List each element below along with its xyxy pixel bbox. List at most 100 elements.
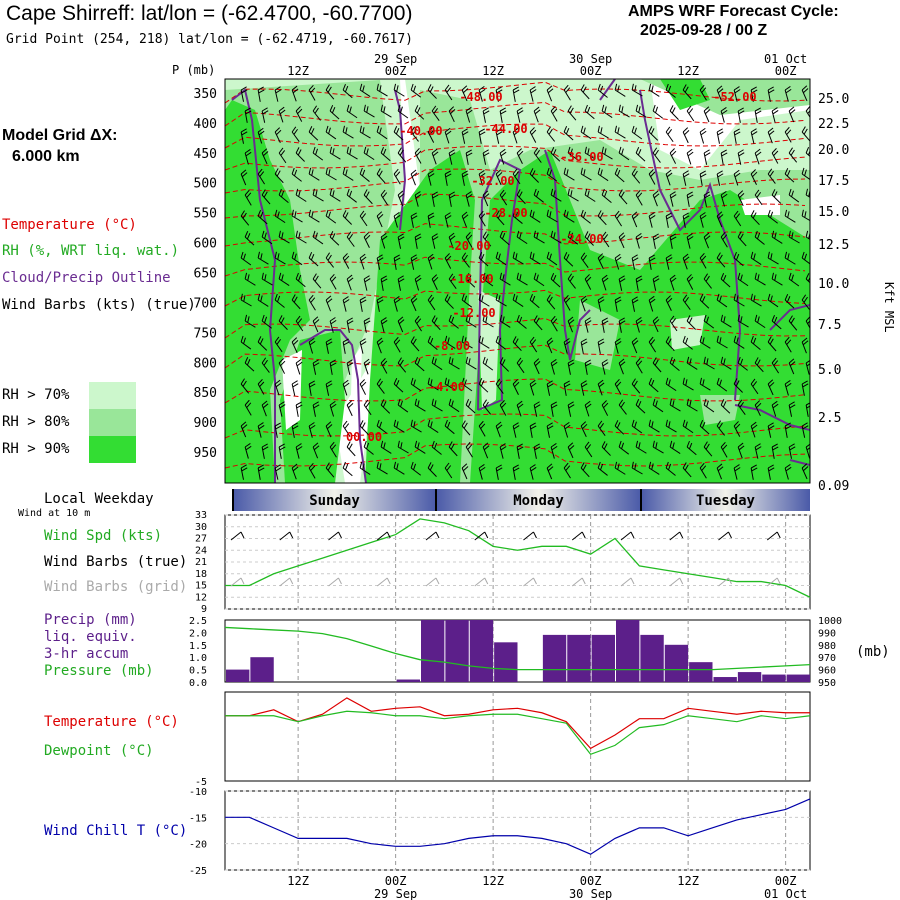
wind-barb — [601, 317, 609, 333]
wind-barb — [380, 317, 388, 333]
wind-barb — [431, 356, 443, 371]
wind-barb — [376, 125, 388, 140]
wind-barb — [512, 251, 524, 265]
wind-barb — [478, 464, 486, 480]
wind-barb — [448, 398, 460, 413]
wind-barb — [257, 168, 266, 185]
wind-barb — [788, 358, 796, 375]
wind-barb — [257, 251, 269, 265]
wind-barb — [652, 147, 661, 163]
wind-barb — [631, 254, 639, 270]
wind-barb — [444, 170, 452, 186]
wind-barb — [682, 377, 694, 391]
wind-barb — [631, 337, 639, 354]
precip-bar — [664, 644, 689, 682]
bottom-time-label: 12Z — [287, 874, 309, 888]
precip-tick-label: 1.5 — [189, 641, 207, 652]
wind-barb — [342, 296, 350, 312]
wind-barb — [495, 210, 505, 226]
wind-barb — [410, 461, 422, 476]
wind-barb — [563, 252, 574, 267]
wind-barb — [788, 230, 800, 244]
wind-barb — [801, 126, 810, 142]
wind-barb — [771, 443, 779, 459]
cloud-outline — [231, 79, 810, 483]
wind-barb — [448, 191, 456, 207]
wind-barb — [618, 317, 626, 333]
pressure-tick-label: 750 — [194, 326, 217, 341]
wind-barb — [584, 104, 595, 120]
wind-barb — [801, 463, 809, 480]
wind-barb — [580, 462, 590, 478]
wind-barb — [393, 126, 404, 141]
panel-frame — [224, 691, 811, 782]
wind-barb — [346, 317, 354, 333]
wind-barb — [414, 274, 422, 291]
wind-barb — [495, 378, 504, 394]
liq-equiv-legend: liq. equiv. — [44, 629, 137, 645]
wind-barb — [699, 127, 707, 144]
wind-barb — [240, 86, 248, 102]
wind-barb — [427, 84, 437, 99]
pressure-tick-label: 400 — [194, 117, 217, 132]
isotherm-line — [225, 378, 806, 404]
bottom-time-label: 12Z — [482, 874, 504, 888]
wind-barb — [308, 380, 316, 396]
wind-barb — [601, 231, 610, 248]
wind-barb — [563, 338, 571, 354]
wind-barb — [580, 167, 592, 181]
wind-barb — [363, 440, 374, 455]
wind-barb — [631, 378, 641, 394]
precip-bar — [786, 674, 810, 682]
wind-barb — [635, 147, 646, 162]
wind-barb — [448, 314, 459, 329]
wind-barb — [414, 440, 426, 454]
wind-barb — [750, 169, 758, 185]
wind-barb — [699, 212, 707, 228]
wind-barb — [618, 232, 626, 249]
weekday-cell — [233, 489, 436, 511]
wind-barb — [478, 293, 490, 307]
rh80-legend: RH > 80% — [2, 414, 70, 430]
isotherm-label: 00.00 — [346, 430, 382, 444]
isotherm-line — [225, 101, 806, 127]
cloud-legend: Cloud/Precip Outline — [2, 270, 171, 286]
wind-barb — [750, 210, 760, 226]
wind-barb — [495, 335, 506, 350]
wind-barb — [495, 86, 503, 102]
wind-barb — [274, 379, 282, 396]
wind-barb — [512, 336, 522, 352]
wind-barb — [448, 149, 456, 165]
wind-tick-label: 21 — [195, 557, 207, 568]
height-tick-label: 20.0 — [818, 143, 849, 158]
wind-barb — [244, 149, 252, 165]
top-date-label: 29 Sep — [374, 52, 417, 66]
wind-barb — [495, 128, 503, 144]
wind-barb — [274, 86, 282, 102]
wind-barb — [567, 401, 575, 417]
wind-barb — [529, 379, 537, 396]
precip-bar — [421, 620, 445, 682]
wind-barb — [652, 233, 660, 249]
wind-barb — [261, 107, 269, 123]
wind-barb — [312, 105, 321, 121]
wind-barb — [329, 317, 337, 333]
wind-barb — [431, 191, 439, 207]
wind-barb — [546, 422, 554, 438]
wind-barb — [482, 272, 494, 287]
wind-barb — [754, 314, 766, 329]
wind-10m-label: Wind at 10 m — [18, 508, 91, 519]
wind-barb — [788, 188, 800, 203]
wind-barb — [431, 233, 439, 249]
wind-barb — [325, 84, 335, 100]
wind-barb — [359, 83, 371, 98]
wind-barb — [750, 378, 759, 395]
windchill-legend: Wind Chill T (°C) — [44, 823, 188, 839]
wind-barb — [278, 401, 286, 417]
wind-barb — [652, 440, 664, 454]
wind-barb — [771, 148, 779, 164]
wind-barb — [733, 421, 741, 437]
wind-barb — [295, 188, 307, 202]
wind-barb — [686, 233, 694, 249]
wind-barb — [448, 106, 456, 123]
